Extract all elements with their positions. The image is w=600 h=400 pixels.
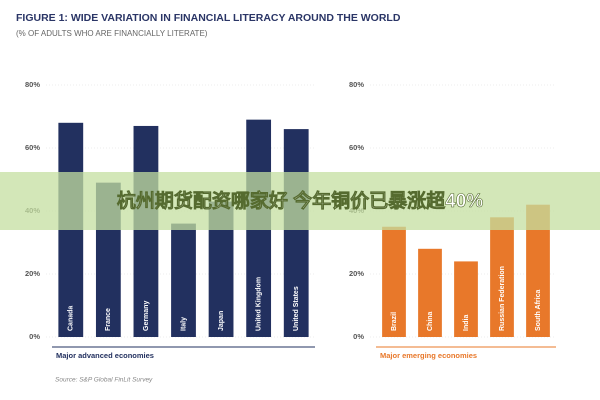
y-tick-label: 20% <box>349 269 364 278</box>
x-tick-label: India <box>463 315 470 331</box>
x-tick-label: Germany <box>143 301 150 331</box>
bar <box>171 223 196 337</box>
y-tick-label: 80% <box>349 80 364 89</box>
x-tick-label: United Kingdom <box>255 277 262 331</box>
y-tick-label: 80% <box>25 80 40 89</box>
banner-band <box>0 172 600 230</box>
bar <box>283 129 309 337</box>
x-tick-label: South Africa <box>535 290 542 331</box>
x-tick-label: Canada <box>68 306 75 331</box>
banner-text: 杭州期货配资哪家好 今年铜价已暴涨超40% <box>117 189 483 212</box>
x-tick-label: France <box>105 308 112 331</box>
x-tick-label: Japan <box>218 311 225 331</box>
x-tick-label: Brazil <box>391 312 398 331</box>
x-tick-label: United States <box>293 286 300 331</box>
bar <box>418 248 442 337</box>
chart-subtitle: (% OF ADULTS WHO ARE FINANCIALLY LITERAT… <box>16 29 208 38</box>
bar <box>526 204 550 337</box>
chart-title: FIGURE 1: WIDE VARIATION IN FINANCIAL LI… <box>16 12 401 24</box>
x-tick-label: China <box>427 311 434 331</box>
bar <box>133 125 159 337</box>
bar <box>454 261 478 337</box>
y-tick-label: 60% <box>349 143 364 152</box>
x-axis-label: Major emerging economies <box>380 351 477 360</box>
bar <box>382 226 406 337</box>
y-tick-label: 60% <box>25 143 40 152</box>
source: Source: S&P Global FinLit Survey <box>55 377 153 384</box>
y-tick-label: 0% <box>29 332 40 341</box>
x-axis-label: Major advanced economies <box>56 351 154 360</box>
bar <box>490 217 514 337</box>
y-tick-label: 20% <box>25 269 40 278</box>
y-tick-label: 0% <box>353 332 364 341</box>
x-tick-label: Italy <box>180 317 187 331</box>
x-tick-label: Russian Federation <box>499 266 506 331</box>
